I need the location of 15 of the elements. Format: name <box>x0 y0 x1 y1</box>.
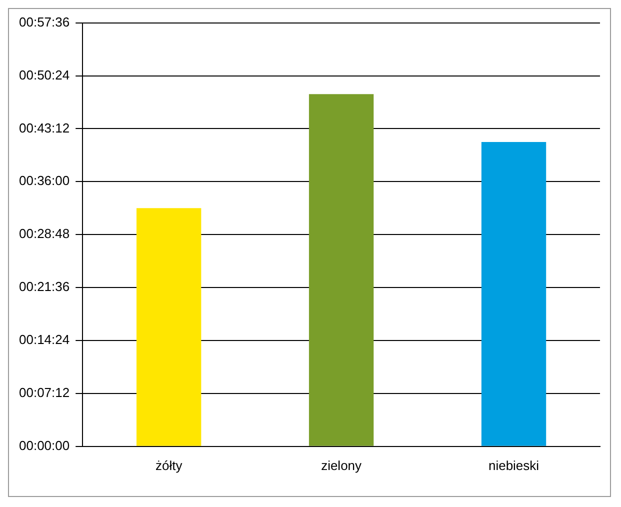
y-tick-label: 00:07:12 <box>18 385 70 400</box>
y-tick-label: 00:14:24 <box>18 332 70 348</box>
y-tick-label: 00:00:00 <box>18 438 70 453</box>
y-tick-label: 00:50:24 <box>18 67 70 82</box>
x-tick-label: żółty <box>155 458 183 473</box>
y-tick-label: 00:43:12 <box>18 120 70 136</box>
y-tick-label: 00:28:48 <box>18 226 70 242</box>
bar <box>481 142 546 446</box>
bar <box>308 94 374 446</box>
x-tick-label: niebieski <box>488 458 540 473</box>
x-tick-label: zielony <box>321 458 362 473</box>
y-tick-label: 00:57:36 <box>18 14 70 30</box>
y-tick-label: 00:21:36 <box>18 279 70 294</box>
y-tick-label: 00:36:00 <box>18 173 70 188</box>
bar <box>136 208 202 446</box>
